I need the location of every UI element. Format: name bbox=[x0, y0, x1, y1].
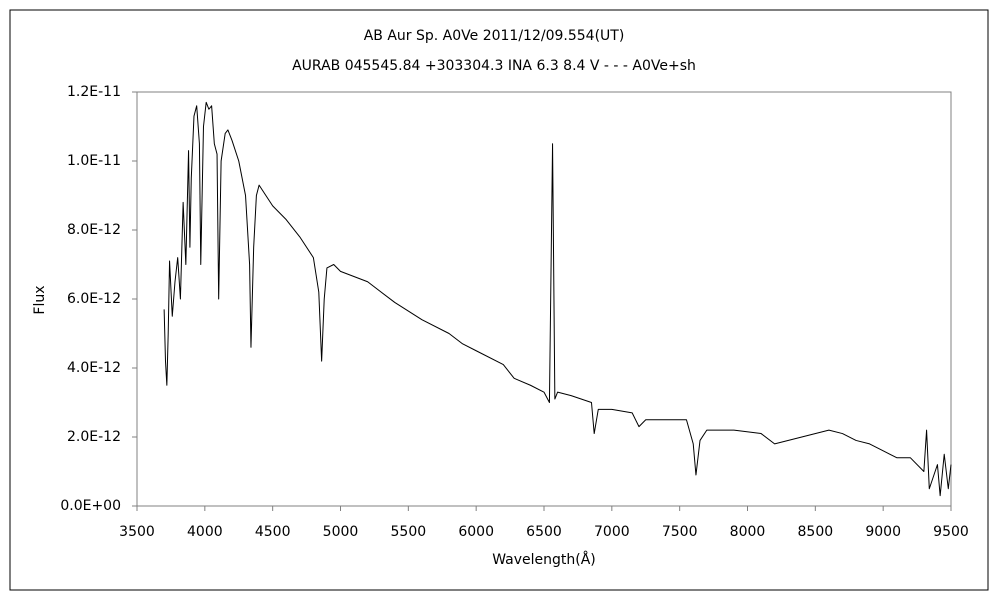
x-tick-label: 8000 bbox=[730, 524, 766, 540]
x-axis-label: Wavelength(Å) bbox=[492, 551, 596, 568]
x-tick-label: 3500 bbox=[119, 524, 155, 540]
y-tick-label: 6.0E-12 bbox=[67, 291, 121, 307]
x-tick-label: 8500 bbox=[798, 524, 834, 540]
x-tick-label: 6000 bbox=[458, 524, 494, 540]
x-tick-label: 9000 bbox=[865, 524, 901, 540]
y-axis-label: Flux bbox=[32, 285, 48, 314]
chart-title: AB Aur Sp. A0Ve 2011/12/09.554(UT) bbox=[364, 28, 625, 44]
y-tick-label: 1.0E-11 bbox=[67, 153, 121, 169]
y-tick-label: 8.0E-12 bbox=[67, 222, 121, 238]
y-tick-label: 2.0E-12 bbox=[67, 429, 121, 445]
x-tick-label: 4500 bbox=[255, 524, 291, 540]
x-tick-label: 4000 bbox=[187, 524, 223, 540]
spectrum-line bbox=[163, 101, 952, 497]
chart-border bbox=[9, 9, 989, 591]
x-tick-label: 6500 bbox=[526, 524, 562, 540]
x-tick-label: 5000 bbox=[323, 524, 359, 540]
x-tick-label: 5500 bbox=[391, 524, 427, 540]
y-tick-label: 1.2E-11 bbox=[67, 84, 121, 100]
y-tick-label: 4.0E-12 bbox=[67, 360, 121, 376]
y-tick-label: 0.0E+00 bbox=[60, 498, 121, 514]
x-tick-label: 9500 bbox=[933, 524, 969, 540]
x-tick-label: 7000 bbox=[594, 524, 630, 540]
x-tick-label: 7500 bbox=[662, 524, 698, 540]
chart-subtitle: AURAB 045545.84 +303304.3 INA 6.3 8.4 V … bbox=[292, 58, 696, 74]
